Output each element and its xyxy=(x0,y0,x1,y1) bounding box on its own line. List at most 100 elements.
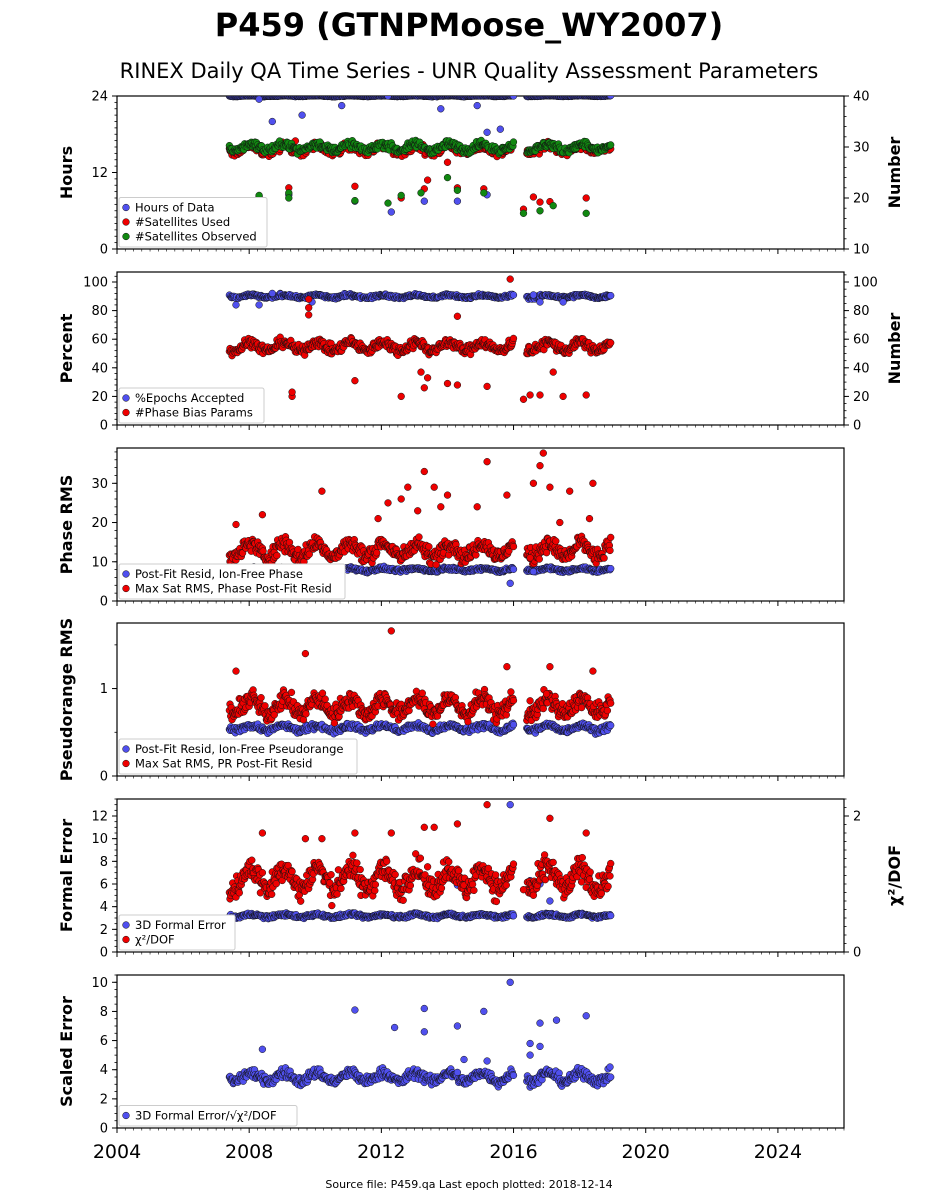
data-point xyxy=(529,567,538,576)
data-point xyxy=(559,392,567,401)
data-point xyxy=(506,275,514,283)
ytick-label: 10 xyxy=(91,555,108,570)
data-point xyxy=(496,125,504,133)
data-point xyxy=(232,520,240,529)
data-point xyxy=(483,458,491,466)
data-point xyxy=(443,379,452,388)
data-point xyxy=(519,395,528,403)
points xyxy=(225,627,615,738)
legend-box xyxy=(118,387,265,424)
data-point xyxy=(285,194,293,202)
data-point xyxy=(351,182,359,190)
data-point xyxy=(542,549,551,557)
legend-marker xyxy=(122,232,130,241)
data-point xyxy=(536,198,544,206)
data-point xyxy=(414,507,422,515)
legend-marker xyxy=(122,570,130,578)
series-1 xyxy=(225,289,615,309)
legend-label: #Satellites Used xyxy=(135,215,230,229)
data-point xyxy=(483,128,491,136)
data-point xyxy=(318,487,326,495)
data-point xyxy=(509,334,518,343)
data-point xyxy=(255,96,263,103)
data-point xyxy=(582,194,590,202)
series-2 xyxy=(225,449,615,570)
right-ytick-label: 20 xyxy=(853,192,870,207)
right-ytick-label: 60 xyxy=(853,333,870,348)
data-point xyxy=(483,382,491,391)
ytick-label: 12 xyxy=(91,166,108,181)
data-point xyxy=(425,543,433,551)
ylabel: Pseudorange RMS xyxy=(57,618,76,781)
data-point xyxy=(415,533,423,541)
data-point xyxy=(305,295,313,303)
data-point xyxy=(268,289,276,298)
data-point xyxy=(506,579,514,587)
data-point xyxy=(374,514,382,523)
data-point xyxy=(387,208,395,216)
data-point xyxy=(529,479,538,487)
ytick-label: 0 xyxy=(100,419,108,434)
data-point xyxy=(305,304,313,312)
data-point xyxy=(529,291,538,299)
data-point xyxy=(318,689,327,697)
data-point xyxy=(453,197,462,205)
ytick-label: 100 xyxy=(83,276,108,291)
series-2 xyxy=(225,275,615,403)
data-point xyxy=(606,546,614,555)
data-point xyxy=(472,551,480,559)
footer-source: Source file: P459.qa Last epoch plotted:… xyxy=(325,1178,612,1191)
data-point xyxy=(258,511,267,519)
data-point xyxy=(423,176,432,184)
data-point xyxy=(259,547,267,555)
data-point xyxy=(559,298,567,306)
data-point xyxy=(509,291,518,299)
data-point xyxy=(288,388,296,396)
data-point xyxy=(321,695,329,703)
panel-2: 020406080100020406080100NumberPercent%Ep… xyxy=(57,271,904,434)
data-point xyxy=(546,483,554,491)
right-ylabel: Number xyxy=(885,137,904,209)
ytick-label: 20 xyxy=(91,390,108,405)
data-point xyxy=(351,196,359,205)
data-point xyxy=(420,197,428,205)
data-point xyxy=(607,564,615,573)
data-point xyxy=(549,202,557,210)
panels: 0 12 24 10 20 30 40 Number Hours Hours of Data#Sa… xyxy=(57,90,904,1137)
ylabel: Percent xyxy=(57,313,76,383)
data-point xyxy=(509,565,518,573)
ylabel: Hours xyxy=(57,146,76,199)
legend: %Epochs Accepted#Phase Bias Params xyxy=(118,387,265,424)
data-point xyxy=(432,561,440,569)
ytick-label: 1 xyxy=(100,682,108,697)
legend-label: Post-Fit Resid, Ion-Free Phase xyxy=(135,567,303,581)
data-point xyxy=(607,533,615,542)
ytick-label: 24 xyxy=(91,90,108,105)
data-point xyxy=(453,381,462,389)
ytick-label: 30 xyxy=(91,477,108,492)
data-point xyxy=(556,518,564,527)
data-point xyxy=(423,374,432,382)
data-point xyxy=(404,483,412,491)
data-point xyxy=(305,550,313,558)
data-point xyxy=(417,368,425,376)
data-point xyxy=(480,189,488,197)
points xyxy=(225,275,615,403)
ytick-label: 20 xyxy=(91,516,108,531)
legend-label: %Epochs Accepted xyxy=(135,391,244,405)
data-point xyxy=(420,384,428,392)
data-point xyxy=(535,555,543,563)
legend-marker xyxy=(122,584,130,593)
data-point xyxy=(257,694,265,702)
data-point xyxy=(443,491,452,499)
legend-label: Hours of Data xyxy=(135,201,215,215)
data-point xyxy=(338,101,346,110)
data-point xyxy=(287,688,296,697)
data-point xyxy=(255,301,263,309)
ytick-label: 40 xyxy=(91,361,108,376)
data-point xyxy=(473,101,481,110)
data-point xyxy=(261,702,269,710)
